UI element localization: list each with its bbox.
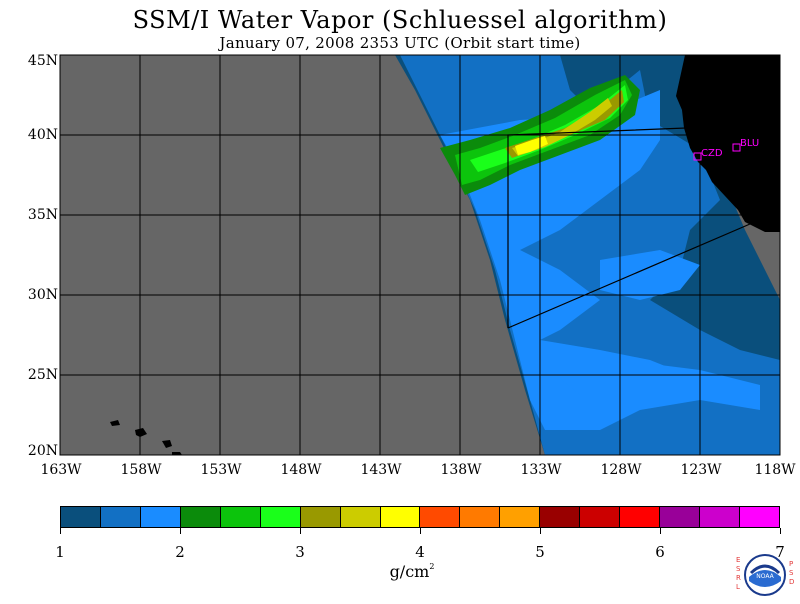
colorbar-segment <box>460 507 501 527</box>
lon-label-138w: 138W <box>440 462 482 478</box>
land-mass <box>676 55 780 232</box>
station-czd-label: CZD <box>701 148 723 159</box>
units-exponent: 2 <box>429 562 435 571</box>
colorbar-label-1: 1 <box>55 543 65 561</box>
colorbar-segment <box>180 507 221 527</box>
lat-label-45n: 45N <box>27 53 58 69</box>
lon-label-163w: 163W <box>40 462 82 478</box>
island <box>135 428 147 437</box>
lon-label-143w: 143W <box>360 462 402 478</box>
colorbar-label-4: 4 <box>415 543 425 561</box>
colorbar-label-6: 6 <box>655 543 665 561</box>
lat-label-20n: 20N <box>27 443 58 459</box>
colorbar-segment <box>100 507 141 527</box>
map-frame <box>59 54 781 456</box>
region-outline <box>507 127 751 329</box>
station-markers: CZD BLU <box>693 138 759 161</box>
lon-label-148w: 148W <box>280 462 322 478</box>
colorbar-label-2: 2 <box>175 543 185 561</box>
colorbar-segment <box>500 507 541 527</box>
colorbar-tick <box>660 528 661 534</box>
lon-label-158w: 158W <box>120 462 162 478</box>
island <box>172 452 182 455</box>
island <box>110 420 120 426</box>
lat-label-30n: 30N <box>27 287 58 303</box>
lon-label-128w: 128W <box>600 462 642 478</box>
lon-label-118w: 118W <box>754 462 796 478</box>
island <box>162 440 172 448</box>
colorbar-segment <box>540 507 581 527</box>
lon-label-123w: 123W <box>680 462 722 478</box>
noaa-emblem-icon: NOAA <box>744 554 786 596</box>
station-blu-label: BLU <box>740 138 759 149</box>
lon-label-133w: 133W <box>520 462 562 478</box>
colorbar-segment <box>340 507 381 527</box>
colorbar-tick <box>300 528 301 534</box>
colorbar-tick <box>420 528 421 534</box>
colorbar-segment <box>300 507 341 527</box>
lat-label-40n: 40N <box>27 127 58 143</box>
colorbar <box>60 506 780 528</box>
units-label: g/cm2 <box>372 562 452 581</box>
colorbar-segment <box>220 507 261 527</box>
colorbar-segment <box>260 507 301 527</box>
colorbar-segment <box>620 507 661 527</box>
chart-subtitle: January 07, 2008 2353 UTC (Orbit start t… <box>219 34 581 52</box>
vapor-band-light-blue-3 <box>550 360 760 410</box>
map-content <box>60 55 780 455</box>
station-czd-marker <box>693 152 702 161</box>
colorbar-label-7: 7 <box>775 543 785 561</box>
lat-label-25n: 25N <box>27 367 58 383</box>
colorbar-segment <box>140 507 181 527</box>
colorbar-segment <box>420 507 461 527</box>
colorbar-segment <box>61 507 101 527</box>
colorbar-tick <box>60 528 61 534</box>
colorbar-label-3: 3 <box>295 543 305 561</box>
graticule <box>60 55 780 455</box>
colorbar-label-5: 5 <box>535 543 545 561</box>
colorbar-segment <box>380 507 421 527</box>
colorbar-segment <box>580 507 621 527</box>
colorbar-tick <box>780 528 781 534</box>
colorbar-tick <box>540 528 541 534</box>
colorbar-segment <box>700 507 740 527</box>
station-blu-marker <box>732 143 741 152</box>
colorbar-tick <box>180 528 181 534</box>
chart-title: SSM/I Water Vapor (Schluessel algorithm) <box>132 6 668 34</box>
colorbar-segment <box>660 507 700 527</box>
units-text: g/cm <box>389 562 430 581</box>
logo-text: NOAA <box>756 573 774 580</box>
vapor-band-light-blue-2 <box>600 250 700 300</box>
colorbar-segment <box>739 507 779 527</box>
lon-label-153w: 153W <box>200 462 242 478</box>
lat-label-35n: 35N <box>27 207 58 223</box>
